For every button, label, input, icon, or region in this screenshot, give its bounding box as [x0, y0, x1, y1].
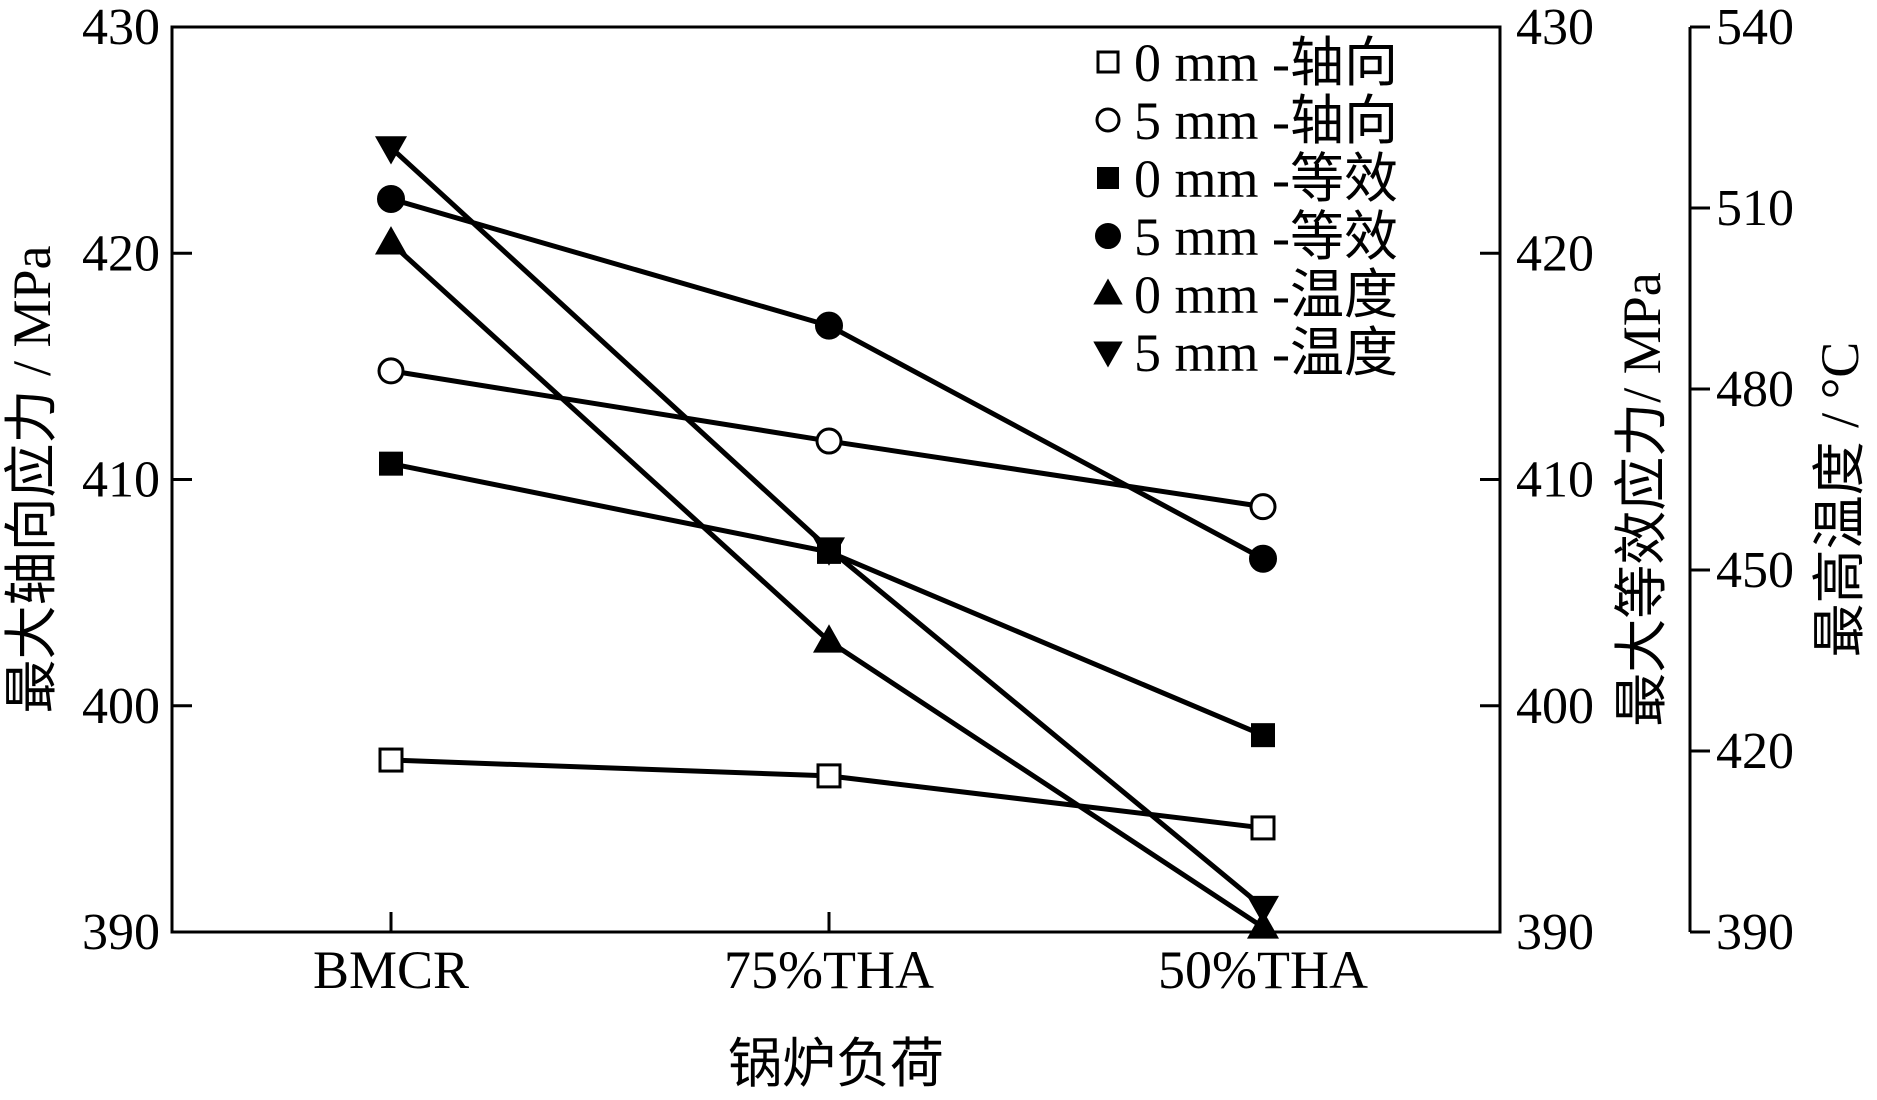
- data-point: [1251, 723, 1275, 748]
- category-label: 75%THA: [724, 940, 934, 1000]
- right2-axis-label: 最高温度 / °C: [1810, 342, 1870, 658]
- data-point: [812, 624, 846, 653]
- legend-label: 5 mm -轴向: [1134, 91, 1398, 151]
- series-line: [390, 461, 1264, 738]
- right2-tick-label: 510: [1716, 180, 1794, 237]
- data-point: [377, 184, 405, 213]
- series-3: [377, 184, 1277, 573]
- left-tick-label: 430: [82, 0, 160, 56]
- right1-tick-label: 430: [1516, 0, 1594, 56]
- legend-marker: [1093, 341, 1123, 368]
- legend-label: 0 mm -温度: [1134, 265, 1398, 325]
- data-point: [816, 763, 842, 789]
- legend-marker: [1095, 107, 1121, 133]
- data-point: [815, 311, 843, 340]
- series-4: [374, 226, 1280, 939]
- series-5: [374, 136, 1280, 925]
- right1-tick-label: 390: [1516, 904, 1594, 961]
- data-point: [377, 357, 405, 385]
- data-point: [815, 427, 843, 455]
- legend-label: 5 mm -等效: [1134, 207, 1398, 267]
- data-point: [1249, 544, 1277, 573]
- legend-item: 0 mm -等效: [1097, 149, 1398, 209]
- left-tick-label: 400: [82, 678, 160, 735]
- category-label: 50%THA: [1158, 940, 1368, 1000]
- right2-tick-label: 420: [1716, 723, 1794, 780]
- data-point: [1249, 493, 1277, 521]
- legend-item: 0 mm -轴向: [1096, 33, 1398, 93]
- legend-marker: [1097, 167, 1119, 189]
- legend-item: 0 mm -温度: [1093, 265, 1398, 325]
- legend-marker: [1096, 50, 1120, 74]
- data-point: [1246, 910, 1280, 939]
- right1-axis-label: 最大等效应力/ MPa: [1612, 272, 1672, 727]
- series-1: [377, 357, 1277, 521]
- right2-tick-label: 450: [1716, 542, 1794, 599]
- left-tick-label: 420: [82, 225, 160, 282]
- data-point: [812, 537, 846, 566]
- left-tick-label: 390: [82, 904, 160, 961]
- series-2: [379, 451, 1275, 748]
- legend-label: 0 mm -等效: [1134, 149, 1398, 209]
- left-tick-label: 410: [82, 452, 160, 509]
- data-point: [379, 451, 403, 476]
- legend-marker: [1095, 223, 1121, 249]
- data-point: [374, 226, 408, 255]
- series-line: [390, 196, 1265, 561]
- series-0: [378, 747, 1276, 841]
- data-point: [1250, 815, 1276, 841]
- right1-tick-label: 400: [1516, 678, 1594, 735]
- right1-tick-label: 420: [1516, 225, 1594, 282]
- series-line: [389, 241, 1265, 930]
- right2-tick-label: 540: [1716, 0, 1794, 56]
- legend-item: 5 mm -轴向: [1095, 91, 1398, 151]
- data-point: [374, 136, 408, 165]
- right2-tick-label: 480: [1716, 361, 1794, 418]
- legend-item: 5 mm -等效: [1095, 207, 1398, 267]
- series-group: [374, 136, 1280, 939]
- legend-marker: [1093, 278, 1123, 305]
- series-line: [389, 145, 1265, 910]
- right2-tick-label: 390: [1716, 904, 1794, 961]
- legend-label: 0 mm -轴向: [1134, 33, 1398, 93]
- legend: 0 mm -轴向5 mm -轴向0 mm -等效5 mm -等效0 mm -温度…: [1093, 33, 1398, 383]
- data-point: [1246, 895, 1280, 925]
- data-point: [378, 747, 404, 773]
- legend-label: 5 mm -温度: [1134, 323, 1398, 383]
- category-label: BMCR: [313, 940, 469, 1000]
- right1-tick-label: 410: [1516, 452, 1594, 509]
- left-axis-label: 最大轴向应力 / MPa: [2, 245, 62, 713]
- x-axis-label: 锅炉负荷: [728, 1034, 944, 1094]
- legend-item: 5 mm -温度: [1093, 323, 1398, 383]
